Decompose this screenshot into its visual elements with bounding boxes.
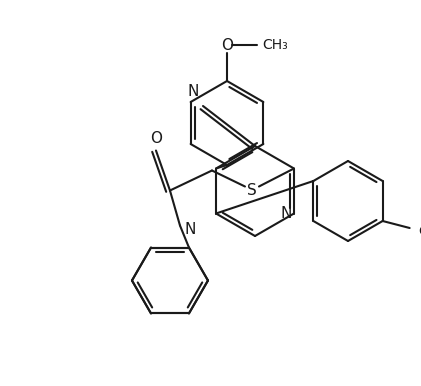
- Text: O: O: [221, 37, 233, 52]
- Text: S: S: [247, 183, 257, 198]
- Text: O: O: [150, 131, 162, 146]
- Text: N: N: [187, 85, 199, 100]
- Text: N: N: [280, 206, 292, 221]
- Text: N: N: [184, 222, 196, 237]
- Text: CH₃: CH₃: [262, 38, 288, 52]
- Text: CH₃: CH₃: [418, 225, 421, 237]
